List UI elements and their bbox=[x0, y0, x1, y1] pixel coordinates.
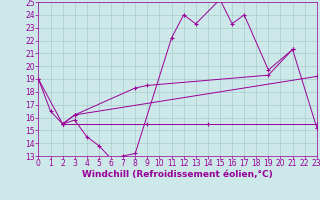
X-axis label: Windchill (Refroidissement éolien,°C): Windchill (Refroidissement éolien,°C) bbox=[82, 170, 273, 179]
